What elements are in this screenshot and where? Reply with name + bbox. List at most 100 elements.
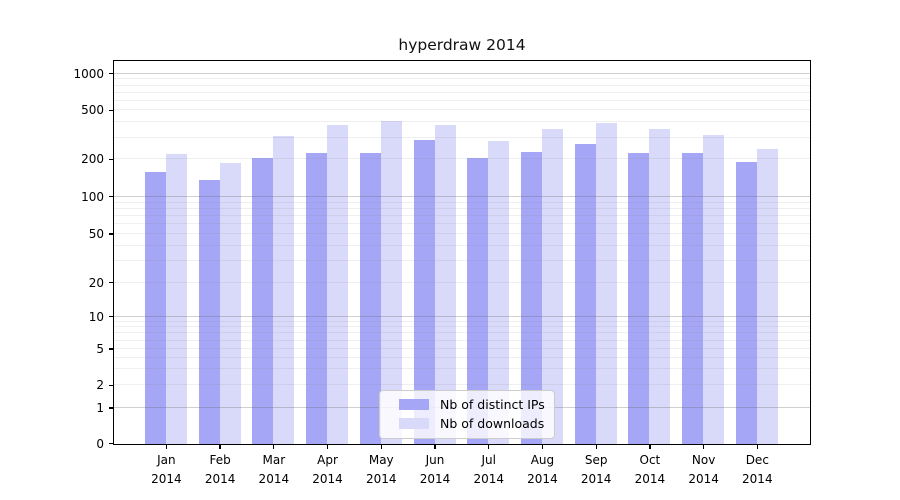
x-tick-label-jul: Jul 2014 (473, 451, 504, 488)
x-tick-mark (326, 445, 329, 449)
legend-item-distinct-ips: Nb of distinct IPs (399, 395, 545, 414)
month-label: May (368, 453, 394, 467)
year-label: 2014 (688, 471, 719, 486)
gridline-minor (114, 84, 810, 86)
x-tick-mark (541, 445, 544, 449)
y-tick-label: 100 (81, 189, 104, 204)
x-tick-label-jan: Jan 2014 (151, 451, 182, 488)
bar-downloads-dec (756, 148, 778, 444)
legend-label-distinct-ips: Nb of distinct IPs (440, 397, 545, 412)
gridline-minor (114, 91, 810, 93)
y-tick-mark (109, 158, 113, 160)
month-label: Aug (530, 453, 555, 467)
legend-swatch-distinct-ips (399, 399, 429, 410)
bar-downloads-feb (219, 163, 241, 444)
x-tick-mark (488, 445, 490, 449)
x-tick-label-feb: Feb 2014 (205, 451, 236, 488)
bar-downloads-aug (542, 128, 564, 444)
year-label: 2014 (742, 471, 773, 486)
bar-distinct-ips-aug (521, 152, 543, 444)
bar-downloads-mar (273, 135, 295, 444)
x-tick-label-mar: Mar 2014 (259, 451, 290, 488)
y-tick-mark (109, 348, 113, 350)
plot-area (113, 60, 811, 445)
y-tick-mark (109, 73, 113, 75)
year-label: 2014 (258, 471, 290, 486)
x-tick-label-jun: Jun 2014 (420, 451, 451, 488)
year-label: 2014 (312, 471, 343, 486)
year-label: 2014 (634, 471, 666, 486)
gridline-minor (114, 99, 810, 101)
x-tick-mark (380, 445, 382, 449)
y-tick-mark (109, 384, 113, 387)
y-tick-mark (109, 281, 113, 284)
y-tick-label: 0 (96, 436, 104, 451)
bar-downloads-jun (434, 125, 456, 444)
year-label: 2014 (473, 471, 504, 486)
month-label: Jan (157, 453, 176, 467)
y-tick-mark (109, 233, 113, 235)
bar-distinct-ips-jun (413, 140, 435, 444)
x-tick-label-may: May 2014 (366, 451, 397, 488)
gridline-minor (114, 109, 810, 111)
month-label: Jun (425, 453, 445, 467)
bar-distinct-ips-apr (306, 152, 328, 444)
legend: Nb of distinct IPs Nb of downloads (379, 390, 555, 439)
y-tick-label: 200 (81, 152, 104, 167)
year-label: 2014 (419, 471, 451, 486)
bar-downloads-nov (703, 135, 725, 444)
month-label: Jul (481, 453, 496, 467)
gridline-minor (114, 121, 810, 123)
x-tick-label-dec: Dec 2014 (742, 451, 773, 488)
x-tick-mark (702, 445, 705, 449)
legend-item-downloads: Nb of downloads (399, 414, 545, 433)
y-tick-label: 20 (88, 275, 104, 290)
bar-downloads-oct (649, 129, 671, 444)
year-label: 2014 (365, 471, 397, 486)
bar-downloads-jul (488, 140, 510, 444)
bar-distinct-ips-sep (574, 144, 596, 444)
gridline-major (114, 72, 810, 74)
x-tick-label-aug: Aug 2014 (527, 451, 558, 488)
y-tick-label: 50 (88, 227, 104, 242)
bar-downloads-sep (595, 123, 617, 444)
y-tick-mark (109, 109, 113, 111)
x-tick-mark (649, 445, 651, 449)
y-tick-mark (109, 442, 113, 445)
bar-distinct-ips-may (359, 153, 381, 444)
legend-label-downloads: Nb of downloads (440, 416, 545, 431)
bar-distinct-ips-nov (682, 152, 704, 444)
x-tick-mark (434, 445, 436, 449)
bar-distinct-ips-dec (735, 162, 757, 444)
month-label: Dec (745, 453, 769, 467)
bar-distinct-ips-jan (145, 171, 166, 444)
y-tick-label: 5 (96, 342, 104, 357)
bar-distinct-ips-mar (252, 157, 274, 444)
bar-downloads-jan (166, 154, 187, 444)
y-tick-label: 10 (88, 309, 104, 324)
y-tick-label: 1000 (73, 66, 104, 81)
y-tick-mark (109, 407, 113, 409)
y-tick-label: 2 (96, 378, 104, 393)
x-tick-label-nov: Nov 2014 (688, 451, 719, 488)
month-label: Nov (691, 453, 716, 467)
bar-downloads-may (380, 120, 402, 444)
bar-distinct-ips-feb (198, 180, 220, 444)
month-label: Sep (584, 453, 608, 467)
bar-distinct-ips-oct (628, 152, 650, 444)
y-tick-label: 500 (81, 103, 104, 118)
y-tick-mark (109, 315, 113, 318)
x-tick-label-sep: Sep 2014 (581, 451, 612, 488)
month-label: Mar (262, 453, 286, 467)
bar-distinct-ips-jul (467, 157, 489, 444)
month-label: Oct (639, 453, 661, 467)
gridline-minor (114, 78, 810, 80)
y-tick-mark (109, 196, 113, 198)
x-tick-mark (273, 445, 275, 449)
bar-downloads-apr (327, 124, 349, 444)
year-label: 2014 (204, 471, 236, 486)
month-label: Apr (317, 453, 338, 467)
x-tick-label-apr: Apr 2014 (312, 451, 343, 488)
legend-swatch-downloads (399, 418, 429, 429)
